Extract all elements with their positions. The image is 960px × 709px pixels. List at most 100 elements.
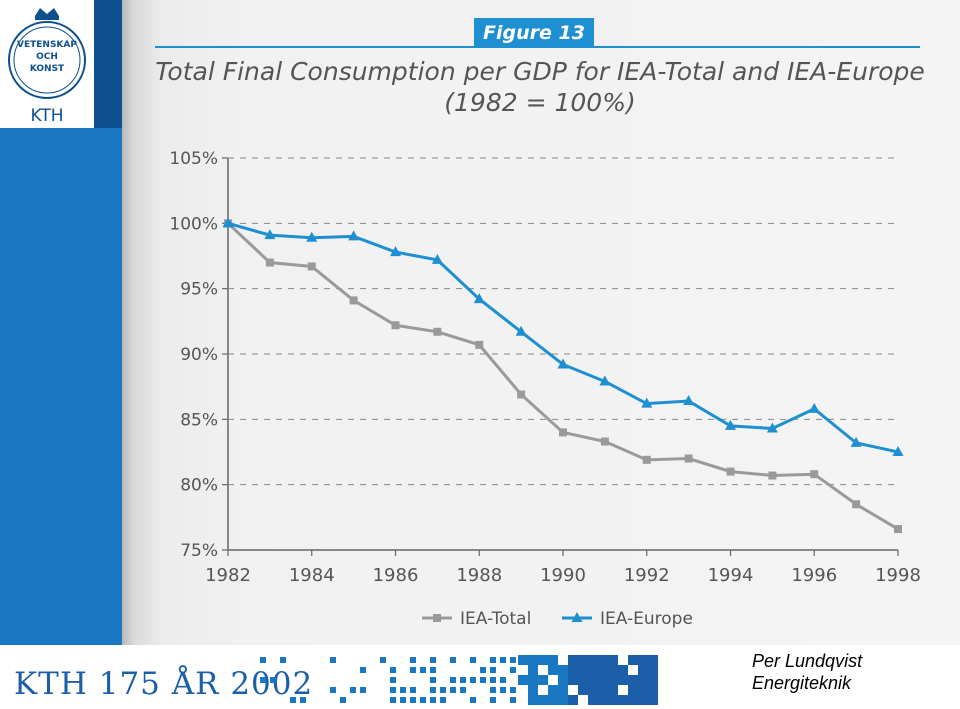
data-point xyxy=(642,455,651,464)
data-point xyxy=(306,231,318,242)
pixel-block xyxy=(510,667,516,673)
data-point xyxy=(726,467,735,476)
pixel-block xyxy=(510,657,516,663)
pixel-block xyxy=(420,667,426,673)
data-point xyxy=(559,428,567,437)
chart-title: Total Final Consumption per GDP for IEA-… xyxy=(155,57,925,86)
figure-badge: Figure 13 xyxy=(474,18,594,48)
pixel-block xyxy=(638,655,648,665)
pixel-block xyxy=(518,675,528,685)
pixel-block xyxy=(628,695,638,705)
pixel-block xyxy=(390,677,396,683)
pixel-block xyxy=(470,657,476,663)
data-point xyxy=(810,470,819,479)
pixel-block xyxy=(538,675,548,685)
pixel-block xyxy=(578,675,588,685)
data-point xyxy=(390,246,401,257)
pixel-block xyxy=(578,665,588,675)
pixel-block xyxy=(588,675,598,685)
pixel-block xyxy=(460,687,466,693)
pixel-block xyxy=(548,695,558,705)
chart-title-block: Total Final Consumption per GDP for IEA-… xyxy=(140,56,940,118)
x-tick-label: 1990 xyxy=(540,565,586,586)
pixel-block xyxy=(648,665,658,675)
pixel-block xyxy=(528,655,538,665)
series-line-iea-europe xyxy=(227,221,899,454)
footer-kth-anniversary: KTH 175 ÅR 2002 xyxy=(14,666,314,702)
pixel-block xyxy=(430,677,436,683)
pixel-block xyxy=(300,697,306,703)
pixel-block xyxy=(628,685,638,695)
pixel-block xyxy=(538,655,548,665)
pixel-block xyxy=(588,665,598,675)
pixel-block xyxy=(400,687,406,693)
pixel-block xyxy=(410,687,416,693)
pixel-block xyxy=(548,655,558,665)
x-tick-label: 1992 xyxy=(624,565,670,586)
pixel-block xyxy=(528,685,538,695)
data-point xyxy=(766,422,778,433)
data-point xyxy=(641,397,653,408)
y-tick-label: 85% xyxy=(180,410,218,430)
pixel-block xyxy=(460,677,466,683)
pixel-block xyxy=(450,677,456,683)
pixel-block xyxy=(490,657,496,663)
y-tick-label: 105% xyxy=(169,149,218,169)
data-point xyxy=(391,321,400,330)
data-point xyxy=(349,296,358,305)
author-name: Per Lundqvist xyxy=(752,651,863,671)
x-tick-label: 1994 xyxy=(708,565,754,586)
pixel-block xyxy=(430,657,436,663)
pixel-block xyxy=(260,677,266,683)
pixel-block xyxy=(588,655,598,665)
pixel-block xyxy=(350,687,356,693)
pixel-block xyxy=(470,697,476,703)
pixel-block xyxy=(568,695,578,705)
pixel-block xyxy=(598,675,608,685)
pixel-block xyxy=(628,655,638,665)
data-point xyxy=(599,375,611,386)
pixel-block xyxy=(558,685,568,695)
x-tick-label: 1998 xyxy=(875,565,921,586)
pixel-block xyxy=(548,665,558,675)
pixel-block xyxy=(410,667,416,673)
seal-icon xyxy=(8,8,86,99)
data-point xyxy=(517,390,526,399)
pixel-block xyxy=(558,675,568,685)
seal-line-3: KONST xyxy=(29,64,65,74)
x-tick-label: 1996 xyxy=(791,565,837,586)
pixel-block xyxy=(450,687,456,693)
data-point xyxy=(894,525,902,534)
pixel-block xyxy=(450,657,456,663)
pixel-block xyxy=(430,697,436,703)
pixel-block xyxy=(440,687,446,693)
data-point xyxy=(892,446,904,456)
data-point xyxy=(473,293,485,304)
pixel-block xyxy=(270,677,276,683)
pixel-block xyxy=(330,687,336,693)
pixel-block xyxy=(528,665,538,675)
x-tick-label: 1982 xyxy=(205,565,251,586)
pixel-block xyxy=(608,695,618,705)
pixel-block xyxy=(490,677,496,683)
legend-marker xyxy=(433,614,441,622)
data-point xyxy=(433,327,442,336)
pixel-block xyxy=(568,655,578,665)
pixel-block xyxy=(260,657,266,663)
left-brand-strip xyxy=(94,0,122,128)
pixel-block xyxy=(648,675,658,685)
data-point xyxy=(808,402,820,413)
legend-label: IEA-Total xyxy=(460,609,531,629)
pixel-block xyxy=(528,675,538,685)
pixel-block xyxy=(618,695,628,705)
pixel-block xyxy=(538,695,548,705)
pixel-block xyxy=(290,697,296,703)
pixel-block xyxy=(578,685,588,695)
line-chart: 75% 80% 85% 90% 95% 100% 105% 1982 1984 1986 1988 1… xyxy=(169,149,921,629)
pixel-block xyxy=(598,655,608,665)
chart-subtitle: (1982 = 100%) xyxy=(444,88,636,117)
pixel-block xyxy=(638,695,648,705)
y-tick-label: 90% xyxy=(180,345,218,365)
pixel-block xyxy=(410,697,416,703)
pixel-block xyxy=(548,685,558,695)
